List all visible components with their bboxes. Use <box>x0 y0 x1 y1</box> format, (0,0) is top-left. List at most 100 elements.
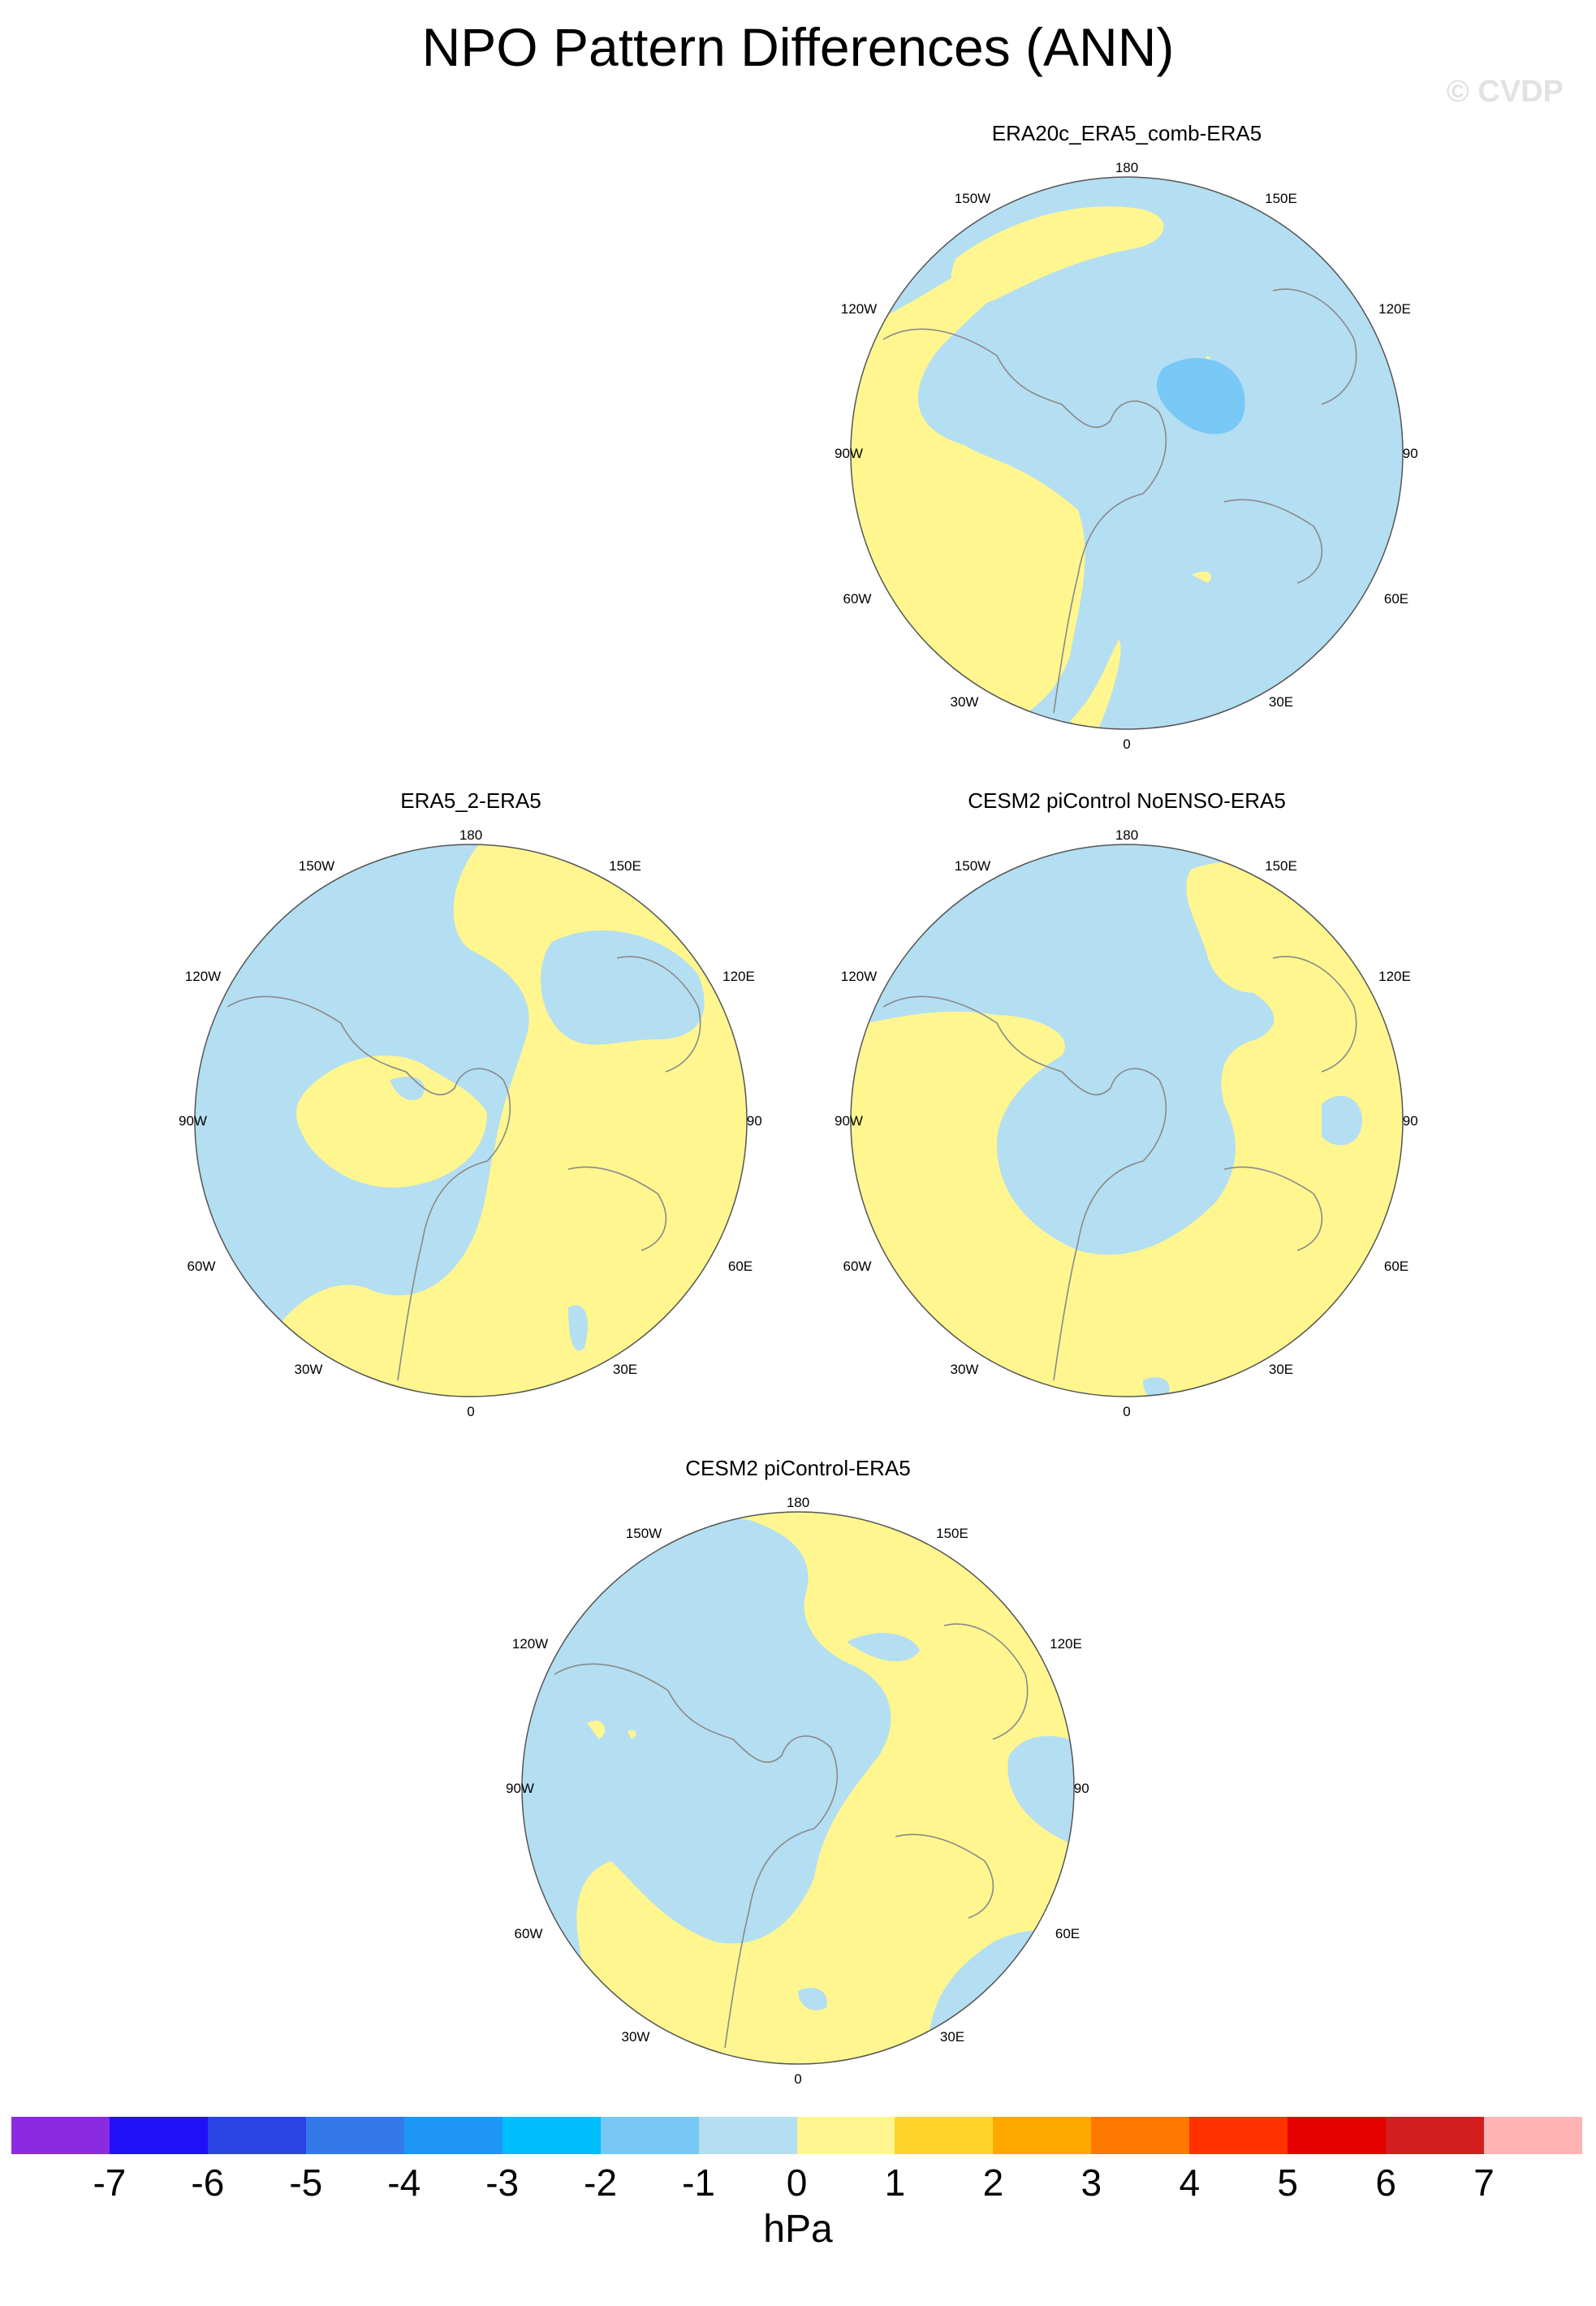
cvdp-watermark: © CVDP <box>1446 75 1564 109</box>
colorbar-swatch <box>305 2117 404 2154</box>
negative-region <box>541 930 705 1045</box>
colorbar-tick-label: 1 <box>884 2161 906 2204</box>
lon-label: 60E <box>728 1259 753 1274</box>
colorbar-swatch <box>1386 2117 1485 2154</box>
lon-label: 60W <box>188 1259 216 1274</box>
lon-label: 120W <box>841 969 877 984</box>
negative-region <box>568 1305 588 1351</box>
polar-map: 180 150E 120E 90E 60E 30E 0 30W 60W 90W … <box>506 1495 1090 2087</box>
colorbar-tick-label: 6 <box>1375 2161 1396 2204</box>
colorbar-tick-label: -4 <box>387 2161 421 2204</box>
colorbar-swatch <box>11 2117 110 2154</box>
lon-label: 150E <box>1265 191 1297 206</box>
lon-label: 90E <box>1403 446 1419 461</box>
lon-label: 60W <box>515 1926 543 1941</box>
colorbar-swatch <box>502 2117 601 2154</box>
lon-label: 30E <box>1269 694 1293 710</box>
figure-title: NPO Pattern Differences (ANN) <box>421 17 1175 77</box>
negative-region <box>851 844 1403 1255</box>
colorbar-tick-label: -3 <box>485 2161 520 2204</box>
colorbar-swatch <box>1189 2117 1288 2154</box>
map-panel-cesm2-noenso: CESM2 piControl NoENSO-ERA5 180 150E 120… <box>835 788 1419 1453</box>
lon-label: 30E <box>613 1362 637 1377</box>
colorbar-swatch <box>1484 2117 1582 2154</box>
polar-map: 180 150E 120E 90E 60E 30E 0 30W 60W 90W … <box>179 827 763 1419</box>
lon-label: 0 <box>1123 1404 1130 1419</box>
lon-label: 150E <box>1265 858 1297 874</box>
colorbar-swatch <box>600 2117 699 2154</box>
lon-label: 90W <box>835 446 863 461</box>
coastline <box>554 1623 1029 2049</box>
colorbar-tick-label: -1 <box>682 2161 716 2204</box>
coastline <box>226 956 701 1381</box>
lon-label: 30W <box>295 1362 323 1377</box>
lon-label: 120E <box>1050 1636 1082 1652</box>
positive-region <box>296 1056 487 1188</box>
coastline <box>882 956 1357 1381</box>
lon-label: 30W <box>951 694 979 710</box>
colorbar-swatch <box>109 2117 208 2154</box>
colorbar <box>11 2117 1582 2154</box>
colorbar-swatch <box>1288 2117 1387 2154</box>
panel-title: ERA20c_ERA5_comb-ERA5 <box>991 121 1262 145</box>
colorbar-swatch <box>207 2117 306 2154</box>
lon-label: 90W <box>179 1113 207 1129</box>
lon-label: 60E <box>1384 1259 1408 1274</box>
lon-label: 150W <box>955 858 990 874</box>
lon-label: 0 <box>467 1404 474 1419</box>
positive-region <box>951 206 1164 304</box>
colorbar-tick-label: -7 <box>93 2161 127 2204</box>
lon-label: 90E <box>1074 1781 1090 1796</box>
lon-label: 120W <box>512 1636 548 1652</box>
lon-label: 60E <box>1055 1926 1080 1941</box>
map-boundary <box>850 176 1404 730</box>
lon-label: 60W <box>843 591 872 607</box>
lon-label: 90W <box>835 1113 863 1129</box>
negative-region <box>798 1988 827 2010</box>
polar-map: 180 150E 120E 90E 60E 30E 0 30W 60W 90W … <box>835 160 1419 752</box>
lon-label: 60E <box>1384 591 1408 607</box>
lon-label: 150W <box>626 1526 662 1541</box>
lon-label: 30W <box>951 1362 979 1377</box>
lon-label: 0 <box>794 2071 801 2087</box>
map-boundary <box>521 1511 1075 2065</box>
colorbar-swatch <box>403 2117 503 2154</box>
map-boundary <box>194 844 748 1397</box>
positive-region <box>587 1721 636 1739</box>
colorbar-tick-label: 0 <box>786 2161 808 2204</box>
negative-region <box>847 1633 920 1661</box>
positive-region <box>1070 640 1121 729</box>
polar-map: 180 150E 120E 90E 60E 30E 0 30W 60W 90W … <box>835 827 1419 1419</box>
lon-label: 30E <box>940 2029 964 2045</box>
colorbar-tick-label: 7 <box>1473 2161 1495 2204</box>
map-panel-era5-2: ERA5_2-ERA5 180 150E 120E 90E 60E 30E 0 … <box>179 788 763 1453</box>
lon-label: 180 <box>787 1495 809 1510</box>
lon-label: 150W <box>299 858 334 874</box>
colorbar-tick-label: 5 <box>1277 2161 1298 2204</box>
lon-label: 180 <box>1115 827 1138 843</box>
colorbar-tick-label: 3 <box>1081 2161 1102 2204</box>
map-panel-era20c: ERA20c_ERA5_comb-ERA5 180 150E 120E 90E … <box>835 120 1419 786</box>
map-panel-cesm2: CESM2 piControl-ERA5 180 150E 120E 90E 6… <box>506 1455 1090 2121</box>
colorbar-tick-label: -5 <box>289 2161 323 2204</box>
panel-title: ERA5_2-ERA5 <box>400 788 541 813</box>
lon-label: 150W <box>955 191 990 206</box>
colorbar-swatch <box>698 2117 797 2154</box>
lon-label: 120W <box>841 301 877 317</box>
lon-label: 120E <box>723 969 755 984</box>
positive-region <box>576 1512 1074 2064</box>
colorbar-tick-label: 4 <box>1179 2161 1201 2204</box>
lon-label: 150E <box>936 1526 968 1541</box>
lon-label: 120E <box>1378 301 1411 317</box>
negative-region <box>1143 1377 1170 1397</box>
colorbar-swatch <box>895 2117 994 2154</box>
colorbar-units: hPa <box>763 2208 833 2251</box>
panel-title: CESM2 piControl NoENSO-ERA5 <box>968 788 1286 813</box>
lon-label: 30W <box>622 2029 650 2045</box>
lon-label: 90E <box>747 1113 763 1129</box>
lon-label: 0 <box>1123 736 1130 752</box>
colorbar-tick-label: -6 <box>191 2161 225 2204</box>
coastline <box>882 288 1357 714</box>
negative-region <box>1322 1095 1362 1146</box>
lon-label: 180 <box>1115 160 1138 175</box>
